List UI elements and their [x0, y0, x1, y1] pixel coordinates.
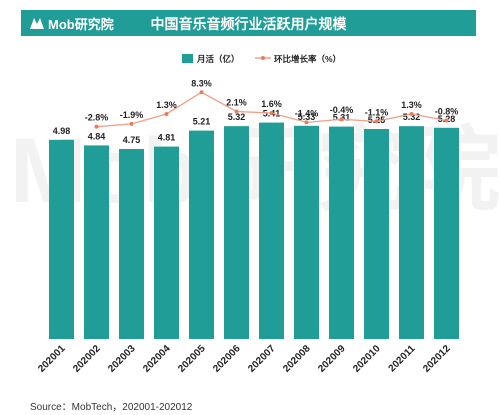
bar-value-label: 5.32	[228, 112, 246, 122]
growth-point	[234, 109, 239, 114]
x-tick-label: 202001	[36, 343, 68, 375]
mob-logo: Mob研究院	[29, 13, 114, 33]
bar-202001	[49, 139, 74, 339]
growth-point	[94, 124, 99, 129]
x-tick-label: 202005	[176, 343, 208, 375]
bar-value-label: 4.84	[88, 131, 106, 141]
legend-swatch-point	[261, 56, 265, 60]
bar-value-label: 5.21	[193, 117, 211, 127]
bar-value-label: 5.33	[298, 112, 316, 122]
growth-point	[304, 120, 309, 125]
growth-point	[444, 118, 449, 123]
bar-value-label: 5.32	[403, 112, 421, 122]
growth-label: -1.9%	[120, 110, 144, 120]
chart-title: 中国音乐音频行业活跃用户规模	[150, 16, 347, 32]
watermark-text: Mob 研究院	[10, 120, 499, 222]
bar-202010	[364, 129, 389, 339]
growth-point	[199, 90, 204, 95]
growth-label: 1.3%	[156, 100, 177, 110]
x-tick-label: 202008	[281, 343, 313, 375]
logo-text: Mob研究院	[48, 16, 114, 32]
bar-value-label: 4.81	[158, 133, 176, 143]
legend-label-bar: 月活（亿）	[196, 54, 240, 64]
growth-point	[269, 111, 274, 116]
growth-label: 2.1%	[226, 97, 247, 107]
growth-point	[374, 119, 379, 124]
bar-value-label: 4.98	[53, 126, 71, 136]
growth-point	[409, 111, 414, 116]
growth-label: -0.4%	[330, 105, 354, 115]
bar-202003	[119, 149, 144, 339]
growth-label: -1.1%	[365, 107, 389, 117]
x-tick-label: 202006	[211, 343, 243, 375]
x-tick-label: 202002	[71, 343, 103, 375]
growth-point	[339, 117, 344, 122]
bar-202009	[329, 126, 354, 339]
bar-202011	[399, 126, 424, 339]
bar-202002	[84, 145, 109, 339]
growth-label: 8.3%	[191, 78, 212, 88]
bar-value-label: 4.75	[123, 135, 141, 145]
x-tick-label: 202010	[351, 343, 383, 375]
bar-202012	[434, 127, 459, 339]
x-tick-label: 202012	[421, 343, 453, 375]
x-tick-label: 202007	[246, 343, 278, 375]
bar-202006	[224, 126, 249, 339]
growth-label: 1.6%	[261, 99, 282, 109]
source-note: Source：MobTech，202001-202012	[30, 402, 193, 413]
growth-label: -0.8%	[435, 106, 459, 116]
legend-label-line: 环比增长率（%）	[274, 54, 341, 64]
x-tick-label: 202004	[141, 343, 173, 375]
x-tick-label: 202003	[106, 343, 138, 375]
bar-202008	[294, 125, 319, 339]
bar-202005	[189, 130, 214, 339]
title-bar: Mob研究院 中国音乐音频行业活跃用户规模	[21, 10, 476, 36]
growth-label: -2.8%	[85, 113, 109, 123]
growth-label: 1.3%	[401, 100, 422, 110]
x-tick-label: 202009	[316, 343, 348, 375]
bar-202007	[259, 122, 284, 339]
growth-point	[164, 111, 169, 116]
legend-swatch-bar	[182, 54, 193, 63]
bar-202004	[154, 146, 179, 339]
growth-point	[129, 121, 134, 126]
x-tick-label: 202011	[387, 343, 418, 374]
logo-icon	[30, 18, 44, 29]
growth-label: -1.4%	[295, 108, 319, 118]
